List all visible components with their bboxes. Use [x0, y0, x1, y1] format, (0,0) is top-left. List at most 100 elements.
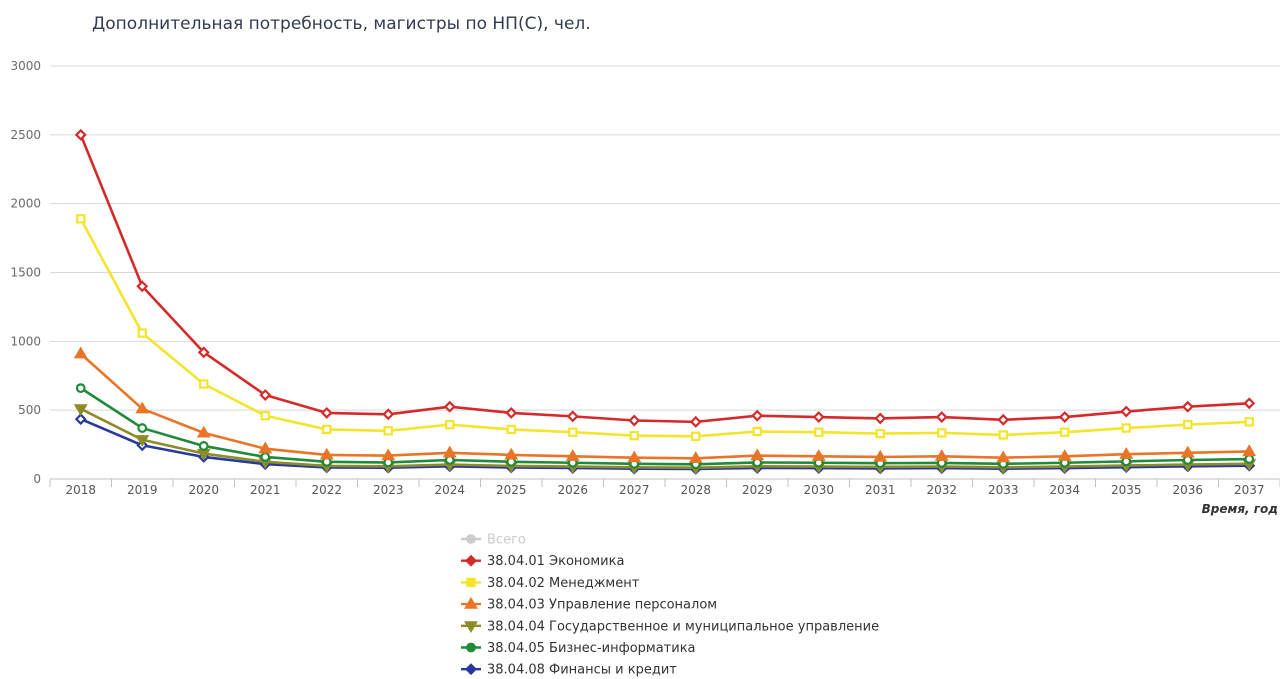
- data-point: [1057, 449, 1072, 461]
- series-line: [80, 407, 1250, 470]
- data-point: [1120, 405, 1133, 418]
- data-point: [1121, 423, 1131, 433]
- legend-marker: [464, 596, 478, 609]
- data-point: [319, 447, 334, 460]
- legend: Всего 38.04.01 Экономика 38.04.02 Менеджме…: [461, 533, 879, 678]
- legend-label: Всего: [487, 533, 526, 548]
- x-tick-label: 2034: [1049, 483, 1080, 497]
- data-point: [136, 280, 149, 293]
- legend-item[interactable]: 38.04.08 Финансы и кредит: [461, 663, 677, 678]
- legend-label: 38.04.04 Государственное и муниципальное…: [487, 619, 879, 634]
- legend-item[interactable]: 38.04.01 Экономика: [461, 554, 624, 569]
- chart-title: Дополнительная потребность, магистры по …: [92, 14, 591, 34]
- series-line: [79, 134, 1250, 424]
- data-point: [258, 441, 273, 454]
- legend-item[interactable]: 38.04.05 Бизнес-информатика: [461, 641, 696, 656]
- y-tick-label: 1000: [10, 334, 41, 348]
- data-point: [73, 404, 88, 416]
- data-point: [1242, 444, 1257, 457]
- data-point: [443, 400, 456, 413]
- data-point: [628, 414, 641, 427]
- data-point: [1119, 447, 1134, 459]
- x-axis-label: Время, год: [1202, 502, 1278, 516]
- data-point: [751, 409, 764, 422]
- data-point: [568, 427, 578, 437]
- data-point: [196, 425, 211, 438]
- data-point: [260, 452, 271, 462]
- x-tick-label: 2037: [1234, 483, 1265, 497]
- data-point: [135, 401, 150, 414]
- x-tick-label: 2024: [434, 483, 465, 497]
- data-point: [75, 383, 86, 394]
- data-point: [135, 435, 150, 447]
- x-tick-label: 2026: [557, 483, 588, 497]
- legend-label: 38.04.05 Бизнес-информатика: [487, 641, 696, 656]
- data-point: [814, 427, 824, 437]
- legend-marker: [466, 534, 476, 544]
- x-tick-label: 2023: [373, 483, 404, 497]
- legend-item[interactable]: 38.04.04 Государственное и муниципальное…: [461, 619, 879, 634]
- data-point: [74, 128, 87, 141]
- data-point: [381, 448, 396, 461]
- y-tick-label: 0: [33, 472, 41, 486]
- series-line: [79, 218, 1250, 438]
- data-point: [688, 451, 703, 463]
- legend-label: 38.04.01 Экономика: [487, 554, 624, 569]
- data-point: [937, 428, 947, 438]
- data-point: [1243, 397, 1256, 410]
- data-point: [259, 389, 272, 401]
- data-point: [505, 406, 518, 419]
- y-tick-label: 500: [18, 403, 41, 417]
- legend-marker: [465, 663, 477, 676]
- x-tick-label: 2033: [988, 483, 1019, 497]
- data-point: [565, 449, 580, 461]
- data-point: [199, 379, 209, 389]
- data-point: [627, 450, 642, 463]
- legend-item[interactable]: 38.04.02 Менеджмент: [461, 576, 640, 591]
- data-point: [875, 428, 885, 439]
- legend-label: 38.04.08 Финансы и кредит: [487, 663, 677, 678]
- x-tick-label: 2028: [680, 483, 711, 497]
- legend-label: 38.04.02 Менеджмент: [487, 576, 640, 591]
- data-point: [935, 411, 948, 424]
- data-point: [874, 412, 887, 425]
- y-tick-label: 3000: [10, 59, 41, 73]
- data-point: [504, 447, 519, 460]
- data-point: [1244, 454, 1255, 464]
- data-point: [752, 426, 762, 437]
- data-point: [76, 214, 86, 224]
- legend-item[interactable]: Всего: [461, 533, 526, 548]
- y-axis: 0 500 1000 1500 2000 2500 3000: [10, 59, 41, 486]
- x-tick-label: 2035: [1111, 483, 1142, 497]
- x-tick-label: 2022: [311, 483, 342, 497]
- data-point: [137, 423, 148, 433]
- series-3: [73, 346, 1257, 463]
- series-line: [80, 387, 1250, 466]
- data-point: [996, 450, 1011, 463]
- data-point: [506, 424, 516, 435]
- data-point: [322, 424, 332, 435]
- data-point: [566, 410, 579, 423]
- legend-item[interactable]: 38.04.03 Управление персоналом: [461, 596, 717, 613]
- data-point: [689, 415, 702, 428]
- x-tick-label: 2020: [188, 483, 219, 497]
- data-point: [73, 346, 88, 359]
- x-tick-label: 2021: [250, 483, 281, 497]
- x-tick-label: 2031: [865, 483, 896, 497]
- y-tick-label: 1500: [10, 266, 41, 280]
- series-line: [80, 417, 1250, 471]
- x-tick-label: 2029: [742, 483, 773, 497]
- data-point: [197, 346, 210, 359]
- data-point: [1183, 419, 1193, 430]
- data-point: [629, 430, 639, 441]
- data-point: [691, 431, 701, 442]
- legend-marker: [464, 621, 478, 633]
- data-point: [442, 445, 457, 458]
- data-point: [811, 449, 826, 461]
- legend-label: 38.04.03 Управление персоналом: [487, 598, 717, 613]
- data-point: [934, 449, 949, 461]
- data-point: [74, 413, 87, 426]
- legend-marker: [465, 554, 477, 567]
- series-2: [76, 214, 1254, 442]
- data-point: [382, 408, 395, 421]
